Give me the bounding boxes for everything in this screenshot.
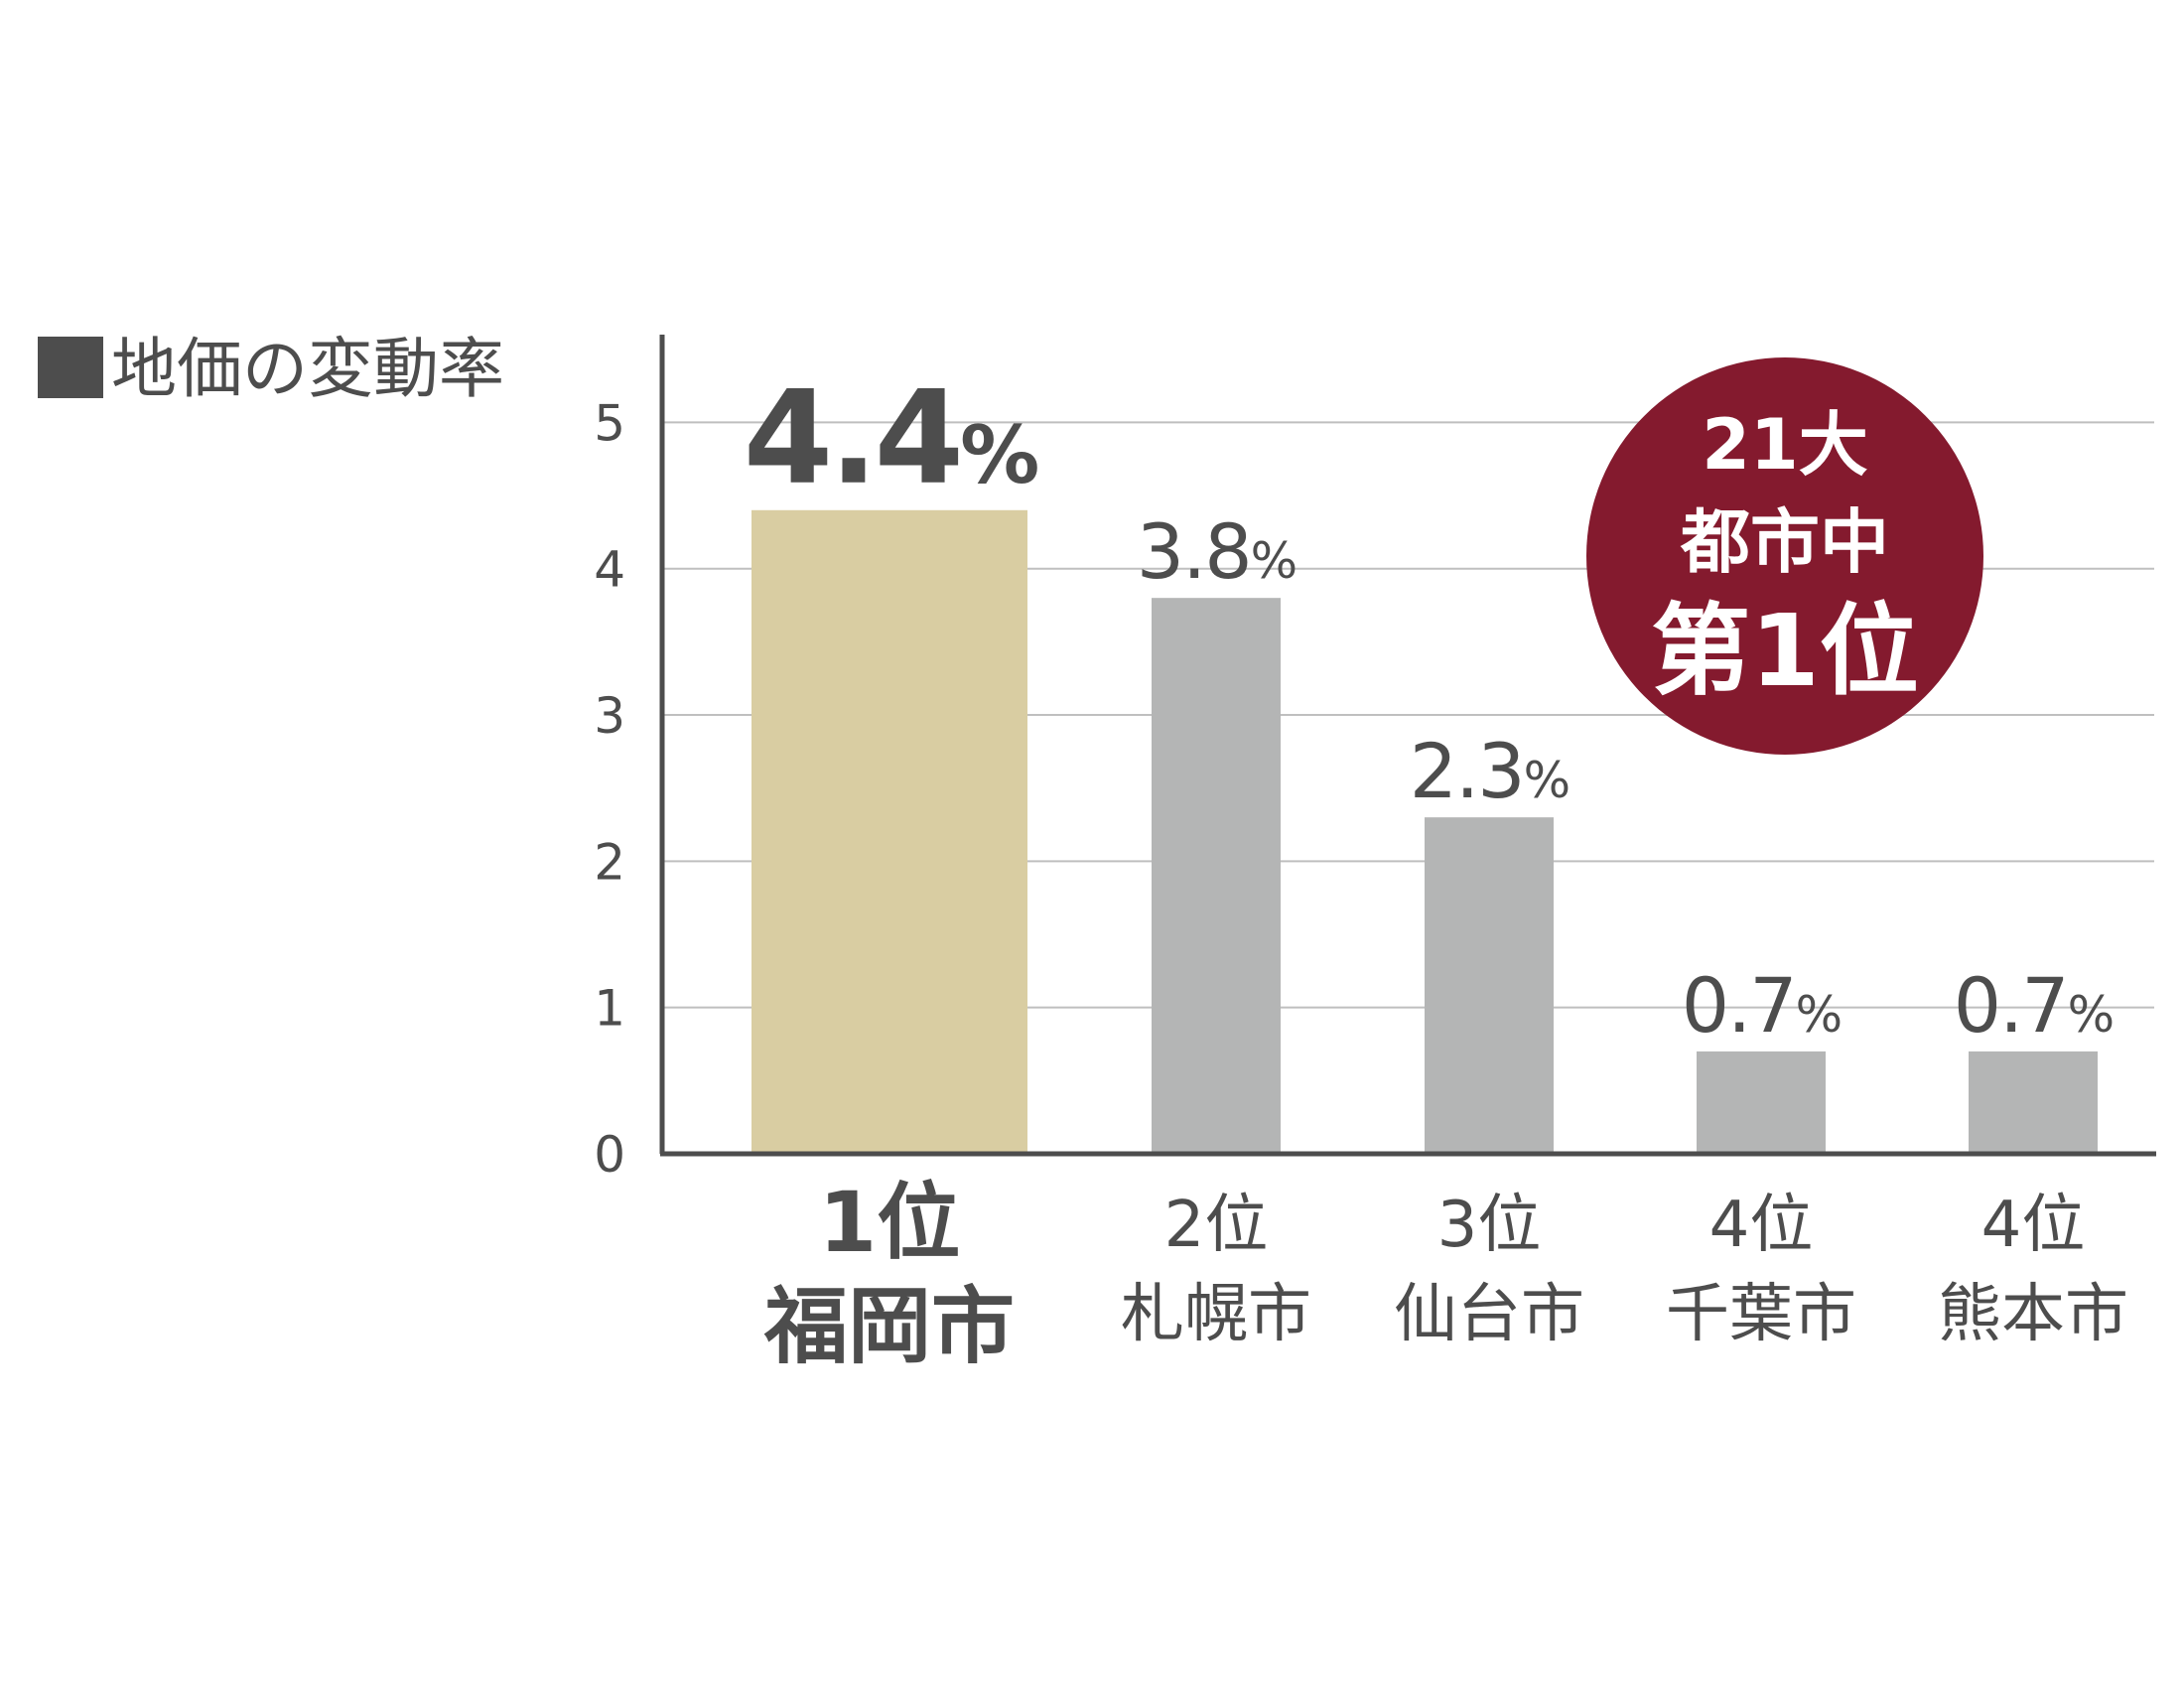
badge-line2: 都市中 <box>1680 501 1889 583</box>
category-rank-label: 4位 <box>1709 1189 1814 1262</box>
y-tick-label: 3 <box>594 687 625 745</box>
bar <box>751 509 1027 1154</box>
category-rank-label: 1位 <box>819 1174 960 1271</box>
bar <box>1969 1051 2098 1154</box>
category-city-label: 熊本市 <box>1938 1278 2128 1351</box>
value-label: 0.7% <box>1682 961 1841 1050</box>
bars <box>751 509 2098 1154</box>
category-rank-label: 2位 <box>1164 1189 1269 1262</box>
legend: 地価の変動率 <box>38 331 504 407</box>
axes <box>659 335 2156 1157</box>
y-tick-label: 4 <box>594 541 625 599</box>
y-ticks: 0 1 2 3 4 5 <box>594 394 625 1184</box>
value-label: 4.4% <box>744 362 1037 513</box>
rank-badge: 21大 都市中 第1位 <box>1586 357 1983 755</box>
badge-circle <box>1586 357 1983 755</box>
badge-line1: 21大 <box>1702 404 1867 486</box>
category-city-label: 仙台市 <box>1394 1278 1584 1351</box>
value-label: 3.8% <box>1137 507 1296 596</box>
value-labels: 4.4% 3.8% 2.3% 0.7% 0.7% <box>744 362 2115 1050</box>
value-label: 0.7% <box>1954 961 2113 1050</box>
y-tick-label: 2 <box>594 833 625 891</box>
legend-title: 地価の変動率 <box>111 331 504 407</box>
y-tick-label: 0 <box>594 1126 625 1184</box>
y-tick-label: 1 <box>594 980 625 1038</box>
category-city-label: 千葉市 <box>1666 1278 1856 1351</box>
bar <box>1697 1051 1826 1154</box>
value-label: 2.3% <box>1410 727 1569 815</box>
category-rank-label: 4位 <box>1981 1189 2086 1262</box>
category-city-label: 札幌市 <box>1121 1278 1311 1351</box>
category-rank-label: 3位 <box>1437 1189 1542 1262</box>
y-tick-label: 5 <box>594 394 625 452</box>
bar <box>1152 598 1281 1154</box>
badge-line3: 第1位 <box>1651 593 1919 709</box>
legend-swatch <box>38 337 103 398</box>
bar <box>1425 817 1554 1154</box>
category-city-label: 福岡市 <box>763 1278 1015 1375</box>
